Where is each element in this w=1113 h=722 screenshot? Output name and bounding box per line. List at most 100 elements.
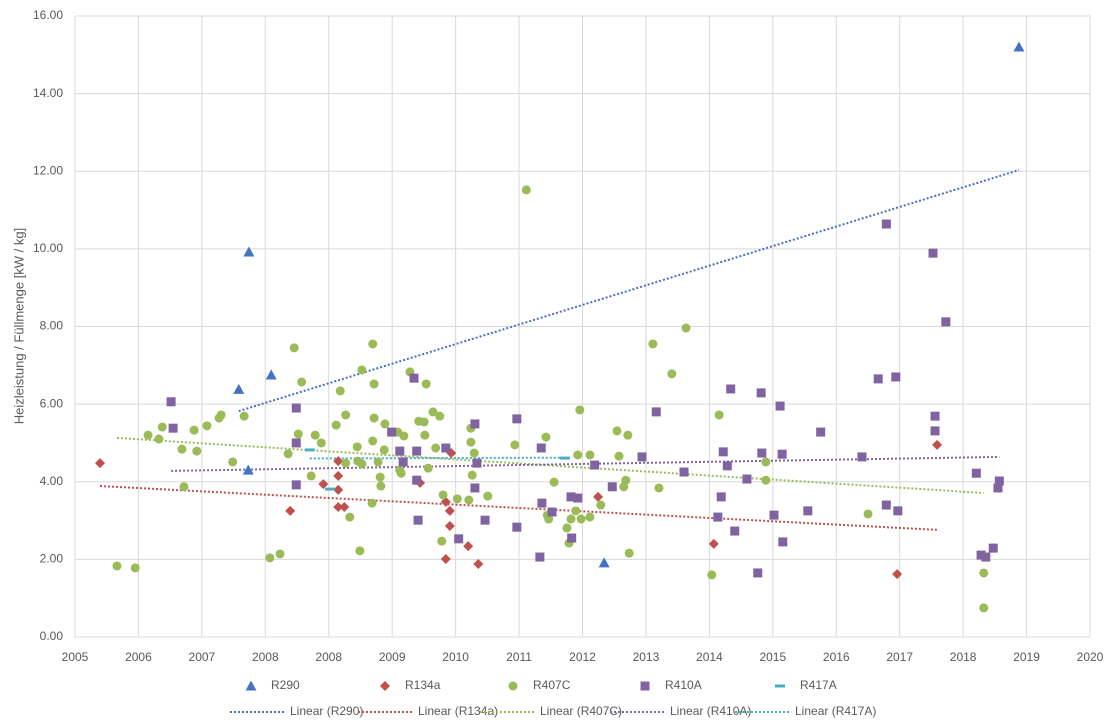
data-point (355, 546, 365, 556)
x-tick-label: 2013 (633, 650, 660, 664)
x-tick-label: 2010 (442, 650, 469, 664)
data-point (357, 459, 367, 469)
data-point (803, 506, 813, 516)
data-point (567, 533, 577, 543)
trendline (238, 169, 1020, 413)
data-point (228, 457, 238, 467)
x-tick-label: 2009 (379, 650, 406, 664)
data-point (265, 369, 277, 380)
legend-label: Linear (R134a) (418, 704, 498, 718)
data-point (373, 457, 383, 467)
data-point (293, 429, 303, 439)
data-point (612, 426, 622, 436)
data-point (881, 219, 891, 229)
data-point (537, 498, 547, 508)
data-point (242, 464, 254, 475)
data-point (154, 434, 164, 444)
y-tick-label: 8.00 (40, 319, 64, 333)
legend-label: R134a (405, 678, 441, 692)
data-point (440, 553, 451, 564)
data-point (873, 374, 883, 384)
y-tick-label: 2.00 (40, 552, 64, 566)
data-point (775, 401, 785, 411)
legend-label: R417A (800, 678, 837, 692)
data-point (177, 444, 187, 454)
data-point (398, 457, 408, 467)
data-point (722, 461, 732, 471)
data-point (757, 448, 767, 458)
data-point (637, 452, 647, 462)
data-point (667, 369, 677, 379)
data-point (357, 365, 367, 375)
legend-label: Linear (R407C) (540, 704, 622, 718)
data-point (339, 501, 350, 512)
data-point (233, 383, 245, 394)
data-point (345, 512, 355, 522)
y-tick-label: 14.00 (33, 86, 63, 100)
data-point (396, 468, 406, 478)
data-point (166, 397, 176, 407)
data-point (512, 522, 522, 532)
data-point (472, 458, 482, 468)
data-point (395, 446, 405, 456)
data-point (380, 419, 390, 429)
data-point (367, 498, 377, 508)
data-point (863, 509, 873, 519)
data-point (310, 430, 320, 440)
data-point (544, 514, 554, 524)
data-point (681, 323, 691, 333)
data-point (368, 436, 378, 446)
data-point (112, 561, 122, 571)
data-point (510, 440, 520, 450)
y-tick-label: 10.00 (33, 241, 63, 255)
data-point (413, 515, 423, 525)
legend-symbol (508, 681, 518, 691)
legend-label: R410A (665, 678, 702, 692)
data-point (707, 570, 717, 580)
data-point (469, 448, 479, 458)
data-point (192, 446, 202, 456)
data-point (376, 481, 386, 491)
data-point (409, 373, 419, 383)
data-point (341, 410, 351, 420)
x-tick-label: 2008 (252, 650, 279, 664)
x-tick-label: 2012 (569, 650, 596, 664)
data-point (243, 246, 255, 257)
data-point (930, 411, 940, 421)
data-point (306, 471, 316, 481)
data-point (535, 552, 545, 562)
data-point (571, 506, 581, 516)
data-point (716, 492, 726, 502)
data-point (679, 467, 689, 477)
data-point (431, 443, 441, 453)
data-point (562, 523, 572, 533)
data-point (654, 483, 664, 493)
data-point (470, 419, 480, 429)
data-point (651, 407, 661, 417)
legend-label: Linear (R410A) (670, 704, 751, 718)
data-point (467, 470, 477, 480)
data-point (730, 526, 740, 536)
data-point (576, 514, 586, 524)
legend-symbol (640, 681, 650, 691)
data-point (614, 451, 624, 461)
data-point (283, 449, 293, 459)
x-tick-label: 2011 (506, 650, 532, 664)
data-point (202, 421, 212, 431)
data-point (512, 414, 522, 424)
data-point (333, 470, 344, 481)
trendline (171, 455, 1000, 472)
data-point (265, 553, 275, 563)
data-point (761, 457, 771, 467)
data-point (480, 515, 490, 525)
data-point (713, 512, 723, 522)
data-point (726, 384, 736, 394)
data-point (368, 339, 378, 349)
data-point (428, 407, 438, 417)
data-point (596, 500, 606, 510)
y-tick-label: 16.00 (33, 8, 63, 22)
data-point (333, 501, 344, 512)
x-tick-label: 2020 (1077, 650, 1104, 664)
data-point (444, 520, 455, 531)
